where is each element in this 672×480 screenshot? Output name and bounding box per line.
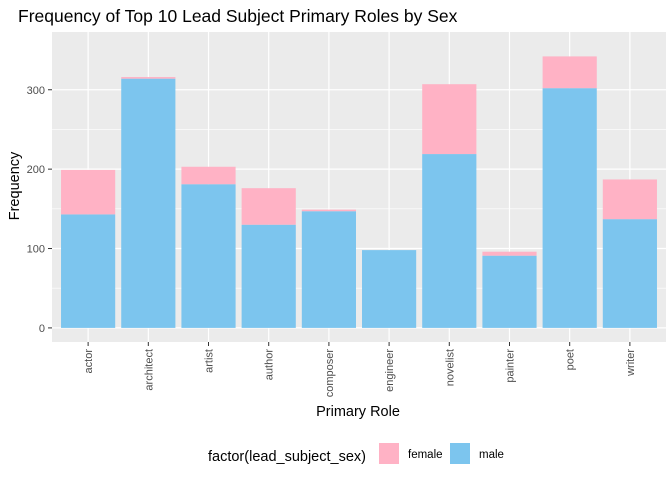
x-tick-label-novelist: novelist xyxy=(444,349,456,386)
bar-male-writer xyxy=(602,219,657,328)
x-tick-label-author: author xyxy=(264,349,276,381)
bar-male-painter xyxy=(482,255,537,328)
x-tick-label-engineer: engineer xyxy=(384,349,396,392)
y-tick-label: 100 xyxy=(27,244,45,256)
legend-label-female: female xyxy=(408,449,443,461)
y-tick-label: 200 xyxy=(27,164,45,176)
bar-male-novelist xyxy=(422,154,477,328)
x-tick-label-actor: actor xyxy=(83,349,95,374)
bar-male-architect xyxy=(121,78,176,328)
x-tick-label-artist: artist xyxy=(204,349,216,373)
x-tick-label-writer: writer xyxy=(625,349,637,377)
bar-male-engineer xyxy=(362,250,417,328)
y-tick-label: 300 xyxy=(27,85,45,97)
x-tick-label-painter: painter xyxy=(504,349,516,383)
legend-key-male xyxy=(450,443,470,464)
x-axis: actor architect artist author composer engine… xyxy=(83,342,637,397)
legend: factor(lead_subject_sex) female male xyxy=(208,443,504,465)
bar-female-writer xyxy=(602,179,657,220)
bar-male-artist xyxy=(181,184,236,328)
bar-male-actor xyxy=(61,214,116,328)
legend-key-female xyxy=(379,443,399,464)
y-tick-label: 0 xyxy=(39,323,45,335)
bar-male-composer xyxy=(301,211,356,328)
bar-male-author xyxy=(241,224,296,328)
bars xyxy=(61,56,657,328)
y-axis: 0 100 200 300 xyxy=(27,85,52,335)
x-tick-label-architect: architect xyxy=(143,349,155,391)
x-axis-title: Primary Role xyxy=(316,404,400,420)
legend-label-male: male xyxy=(479,449,504,461)
bar-female-novelist xyxy=(422,84,477,155)
bar-female-painter xyxy=(482,251,537,256)
x-tick-label-composer: composer xyxy=(324,349,336,398)
bar-male-poet xyxy=(542,88,597,328)
bar-female-author xyxy=(241,188,296,225)
chart-title: Frequency of Top 10 Lead Subject Primary… xyxy=(18,6,458,26)
bar-female-composer xyxy=(301,209,356,212)
x-tick-label-poet: poet xyxy=(565,349,577,370)
bar-female-artist xyxy=(181,166,236,185)
y-axis-title: Frequency xyxy=(7,151,23,220)
bar-female-architect xyxy=(121,77,176,79)
bar-female-poet xyxy=(542,56,597,89)
bar-female-actor xyxy=(61,169,116,215)
legend-title: factor(lead_subject_sex) xyxy=(208,449,366,465)
